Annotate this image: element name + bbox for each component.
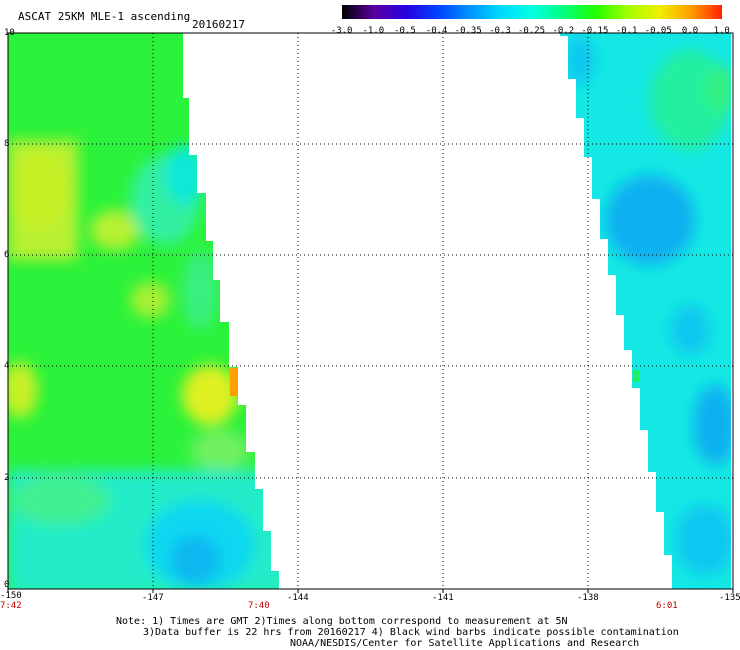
color-bar-tick-label: -0.25 — [518, 26, 546, 36]
map-date: 20160217 — [192, 18, 245, 31]
color-bar-tick-label: -0.05 — [644, 26, 672, 36]
x-tick-label: -135 — [719, 593, 740, 603]
note-line-2: 3)Data buffer is 22 hrs from 20160217 4)… — [143, 627, 679, 638]
x-tick-label: -147 — [142, 593, 164, 603]
y-tick-label: 6 — [4, 250, 10, 260]
x-tick-label: -141 — [432, 593, 454, 603]
note-line-3: NOAA/NESDIS/Center for Satellite Applica… — [290, 638, 640, 649]
time-label: 7:42 — [0, 601, 22, 611]
y-tick-label: 10 — [4, 28, 15, 38]
color-bar-tick-label: -3.0 — [330, 26, 353, 36]
tick-marks — [7, 589, 734, 593]
x-tick-label: -144 — [287, 593, 309, 603]
y-tick-label: 2 — [4, 473, 10, 483]
color-bar-tick-label: 0.0 — [681, 26, 699, 36]
time-label: 7:40 — [248, 601, 270, 611]
color-bar-tick-label: -0.4 — [425, 26, 448, 36]
y-tick-label: 0 — [4, 580, 10, 590]
plot-frame — [7, 32, 734, 590]
time-label: 6:01 — [656, 601, 678, 611]
color-bar-tick-label: -0.2 — [552, 26, 575, 36]
left-swath — [8, 33, 279, 589]
color-bar-tick-label: -0.35 — [454, 26, 482, 36]
color-bar-tick-label: -0.1 — [615, 26, 638, 36]
color-bar-tick-label: -0.3 — [489, 26, 511, 36]
map-title: ASCAT 25KM MLE-1 ascending — [18, 10, 191, 23]
color-bar-tick-label: -0.5 — [394, 26, 416, 36]
y-tick-label: 4 — [4, 361, 10, 371]
right-swath — [560, 33, 731, 589]
color-bar — [342, 5, 722, 19]
x-tick-label: -138 — [577, 593, 599, 603]
note-line-1: Note: 1) Times are GMT 2)Times along bot… — [116, 616, 568, 627]
color-bar-tick-label: -0.15 — [581, 26, 609, 36]
y-tick-label: 8 — [4, 139, 10, 149]
color-bar-tick-label: 1.0 — [713, 26, 730, 36]
x-tick-label: -150 — [0, 591, 22, 601]
color-bar-tick-label: -1.0 — [362, 26, 385, 36]
grid-lines — [8, 33, 733, 589]
